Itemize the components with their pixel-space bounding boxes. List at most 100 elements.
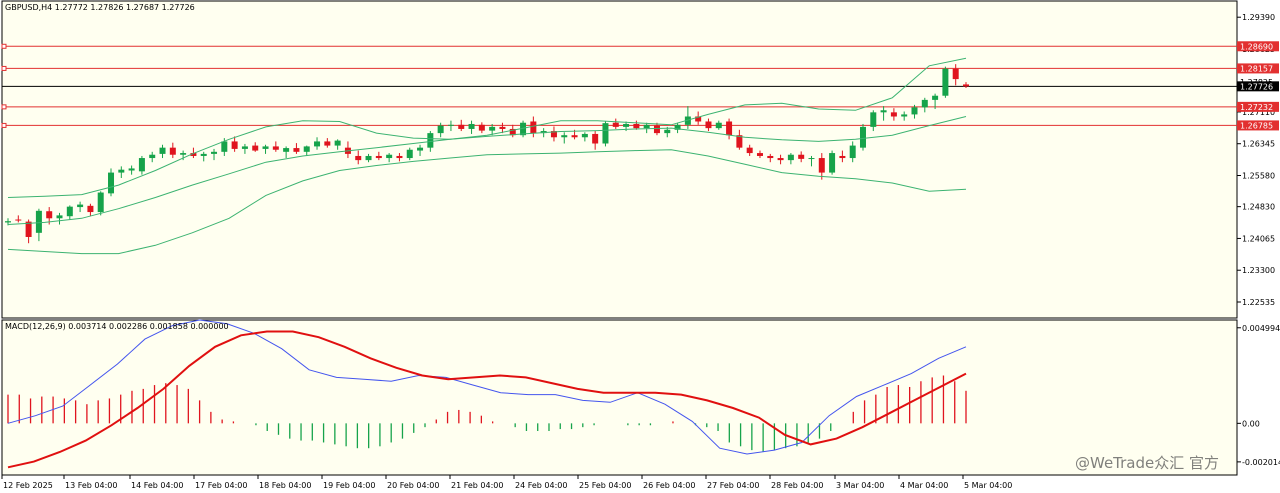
- candle[interactable]: [406, 147, 413, 161]
- price-pane[interactable]: [1, 0, 1238, 319]
- candle[interactable]: [653, 122, 660, 136]
- candle[interactable]: [108, 168, 115, 197]
- candle[interactable]: [97, 191, 104, 216]
- candle[interactable]: [417, 144, 424, 156]
- macd-pane[interactable]: [1, 319, 1238, 476]
- candle[interactable]: [334, 139, 341, 150]
- candle[interactable]: [643, 122, 650, 134]
- candle[interactable]: [932, 93, 939, 110]
- candle[interactable]: [705, 118, 712, 132]
- candle[interactable]: [695, 111, 702, 125]
- price-tag-level: [1237, 41, 1279, 52]
- candle[interactable]: [272, 141, 279, 152]
- candle[interactable]: [211, 148, 218, 161]
- level-line-handle[interactable]: [1, 43, 7, 49]
- candle[interactable]: [581, 132, 588, 142]
- candle[interactable]: [190, 147, 197, 159]
- candle[interactable]: [684, 106, 691, 129]
- candle[interactable]: [262, 144, 269, 154]
- candle[interactable]: [592, 131, 599, 150]
- candle[interactable]: [241, 143, 248, 154]
- candle[interactable]: [715, 120, 722, 130]
- candle[interactable]: [901, 111, 908, 121]
- candle[interactable]: [293, 143, 300, 154]
- candle-body: [406, 149, 413, 159]
- candle[interactable]: [386, 153, 393, 163]
- candle[interactable]: [118, 166, 125, 178]
- candle[interactable]: [602, 121, 609, 147]
- candle[interactable]: [283, 146, 290, 159]
- candle-body: [859, 126, 866, 148]
- candle[interactable]: [489, 123, 496, 136]
- candle[interactable]: [550, 126, 557, 142]
- candle[interactable]: [561, 132, 568, 144]
- candle-body: [581, 133, 588, 138]
- candle[interactable]: [726, 118, 733, 140]
- candle[interactable]: [612, 118, 619, 129]
- candle[interactable]: [777, 154, 784, 165]
- candle[interactable]: [66, 205, 73, 220]
- candle[interactable]: [396, 153, 403, 162]
- candle[interactable]: [252, 142, 259, 152]
- candle[interactable]: [478, 122, 485, 134]
- candle[interactable]: [231, 136, 238, 152]
- candle[interactable]: [787, 153, 794, 165]
- candle[interactable]: [921, 97, 928, 113]
- candle[interactable]: [952, 64, 959, 86]
- candle[interactable]: [499, 122, 506, 134]
- candle[interactable]: [530, 116, 537, 138]
- candle[interactable]: [839, 150, 846, 163]
- candle[interactable]: [890, 108, 897, 121]
- candle[interactable]: [849, 141, 856, 163]
- candle[interactable]: [520, 120, 527, 138]
- candle[interactable]: [674, 122, 681, 134]
- candle-body: [386, 154, 393, 159]
- candle[interactable]: [798, 151, 805, 163]
- candle[interactable]: [303, 145, 310, 156]
- price-tag-level: [1237, 120, 1279, 131]
- candle[interactable]: [829, 150, 836, 175]
- candle[interactable]: [963, 82, 969, 88]
- candle[interactable]: [808, 155, 815, 167]
- candle[interactable]: [458, 119, 465, 132]
- candle[interactable]: [818, 153, 825, 180]
- candle[interactable]: [375, 151, 382, 161]
- candle[interactable]: [35, 208, 42, 242]
- candle[interactable]: [77, 201, 84, 213]
- candle[interactable]: [169, 142, 176, 159]
- level-line-handle[interactable]: [1, 65, 7, 71]
- time-axis-label: 26 Feb 04:00: [643, 481, 695, 490]
- candle[interactable]: [756, 150, 763, 159]
- candle[interactable]: [447, 120, 454, 132]
- candle[interactable]: [736, 129, 743, 150]
- candle[interactable]: [468, 120, 475, 134]
- candle[interactable]: [859, 123, 866, 151]
- level-line-handle[interactable]: [1, 104, 7, 110]
- candle[interactable]: [880, 106, 887, 121]
- candle[interactable]: [87, 203, 94, 217]
- candle[interactable]: [509, 124, 516, 138]
- candle[interactable]: [128, 165, 135, 175]
- candle[interactable]: [15, 215, 22, 223]
- candle[interactable]: [324, 138, 331, 148]
- candle[interactable]: [870, 110, 877, 132]
- candle[interactable]: [746, 144, 753, 156]
- candle[interactable]: [437, 122, 444, 138]
- level-line-handle[interactable]: [1, 122, 7, 128]
- price-tag-current: [1237, 81, 1279, 92]
- candle[interactable]: [200, 151, 207, 162]
- candle[interactable]: [314, 137, 321, 150]
- candle[interactable]: [355, 150, 362, 165]
- candle[interactable]: [911, 104, 918, 119]
- candle[interactable]: [159, 144, 166, 159]
- candle[interactable]: [633, 120, 640, 130]
- candle[interactable]: [56, 212, 63, 225]
- candle-body: [901, 114, 908, 117]
- candle[interactable]: [365, 153, 372, 163]
- candle[interactable]: [767, 153, 774, 163]
- candle[interactable]: [149, 151, 156, 163]
- candle-body: [550, 131, 557, 138]
- candle[interactable]: [138, 155, 145, 175]
- candle[interactable]: [942, 66, 949, 98]
